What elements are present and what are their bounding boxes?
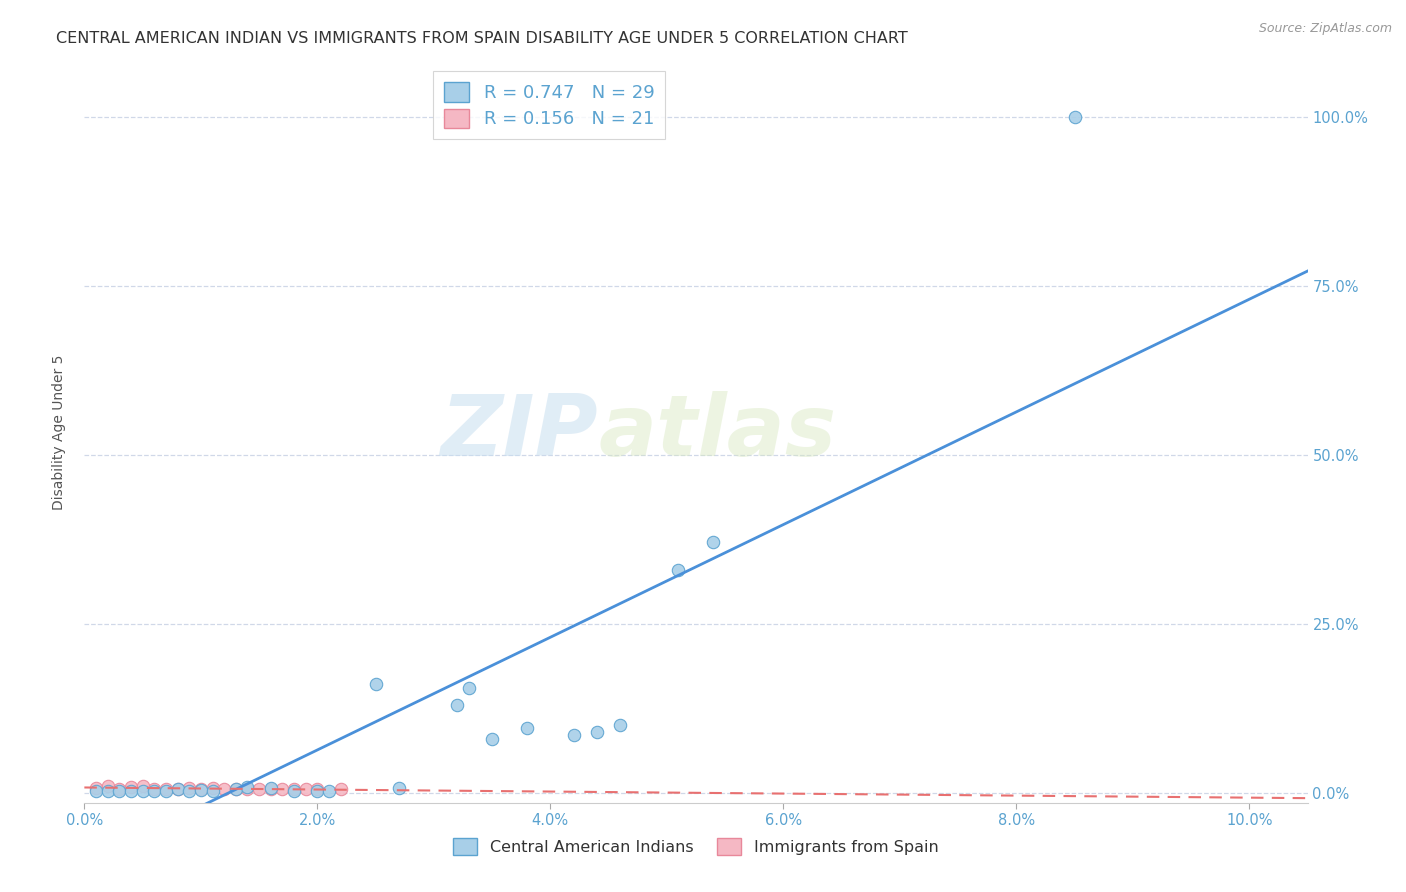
Point [294, 782, 316, 797]
Point [190, 783, 212, 797]
Point [446, 698, 468, 712]
Point [271, 782, 294, 797]
Point [668, 562, 690, 576]
Point [97, 783, 120, 797]
Point [283, 782, 305, 797]
Point [84, 783, 107, 797]
Point [516, 722, 538, 736]
Point [120, 783, 142, 797]
Point [120, 780, 142, 795]
Point [586, 724, 609, 739]
Point [236, 782, 259, 797]
Point [225, 782, 247, 797]
Point [260, 781, 283, 796]
Point [179, 780, 201, 795]
Text: atlas: atlas [598, 391, 837, 475]
Point [97, 779, 120, 793]
Text: ZIP: ZIP [440, 391, 598, 475]
Point [388, 780, 411, 795]
Text: CENTRAL AMERICAN INDIAN VS IMMIGRANTS FROM SPAIN DISABILITY AGE UNDER 5 CORRELAT: CENTRAL AMERICAN INDIAN VS IMMIGRANTS FR… [56, 31, 908, 46]
Point [84, 780, 107, 795]
Point [155, 782, 177, 797]
Point [155, 783, 177, 797]
Legend: Central American Indians, Immigrants from Spain: Central American Indians, Immigrants fro… [447, 832, 945, 862]
Point [247, 782, 270, 797]
Point [201, 780, 224, 795]
Point [702, 535, 724, 549]
Point [225, 782, 247, 797]
Point [364, 677, 387, 691]
Point [260, 780, 283, 795]
Point [329, 782, 352, 797]
Point [283, 783, 305, 797]
Point [481, 731, 503, 746]
Y-axis label: Disability Age Under 5: Disability Age Under 5 [52, 355, 66, 510]
Point [143, 782, 166, 797]
Point [190, 782, 212, 797]
Point [307, 782, 329, 797]
Point [179, 783, 201, 797]
Point [201, 783, 224, 797]
Point [457, 681, 479, 695]
Point [166, 781, 188, 796]
Point [609, 718, 631, 732]
Point [143, 784, 166, 798]
Point [108, 784, 131, 798]
Point [212, 782, 235, 797]
Text: Source: ZipAtlas.com: Source: ZipAtlas.com [1258, 22, 1392, 36]
Point [131, 783, 153, 797]
Point [1063, 110, 1085, 124]
Point [166, 782, 188, 797]
Point [236, 780, 259, 795]
Point [562, 728, 585, 742]
Point [307, 783, 329, 797]
Point [318, 783, 340, 797]
Point [131, 779, 153, 793]
Point [108, 782, 131, 797]
